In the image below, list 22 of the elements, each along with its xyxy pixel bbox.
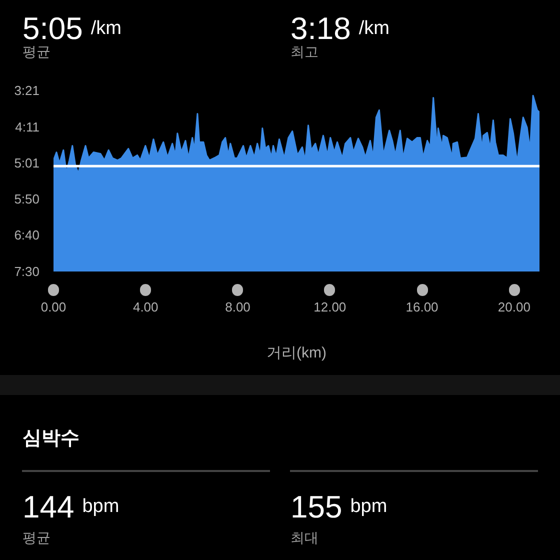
text: 최대 — [290, 530, 318, 546]
y-tick-label: 7:30 — [14, 264, 40, 279]
x-tick-label: 4.00 — [132, 300, 158, 314]
text: 최고 — [290, 44, 318, 60]
text: 심박수 — [22, 428, 80, 449]
text: 5:05 /km — [22, 11, 122, 46]
text: 평균 — [22, 44, 50, 60]
y-tick-label: 4:11 — [15, 119, 40, 134]
x-tick-label: 8.00 — [225, 300, 250, 314]
text: 155 bpm — [290, 490, 388, 524]
x-tick-label: 20.00 — [498, 300, 530, 314]
x-tick-label: 0.00 — [40, 300, 66, 314]
text: 144 bpm — [22, 490, 120, 524]
y-tick-label: 6:40 — [14, 228, 40, 243]
x-tick-label: 12.00 — [314, 300, 346, 314]
text: 평균 — [22, 530, 50, 546]
y-tick-label: 5:01 — [14, 156, 40, 171]
y-tick-label: 3:21 — [14, 83, 40, 98]
y-tick-label: 5:50 — [14, 191, 40, 206]
text: 3:18 /km — [290, 11, 390, 46]
x-axis-title: 거리(km) — [266, 344, 327, 362]
x-tick-label: 16.00 — [406, 300, 438, 314]
